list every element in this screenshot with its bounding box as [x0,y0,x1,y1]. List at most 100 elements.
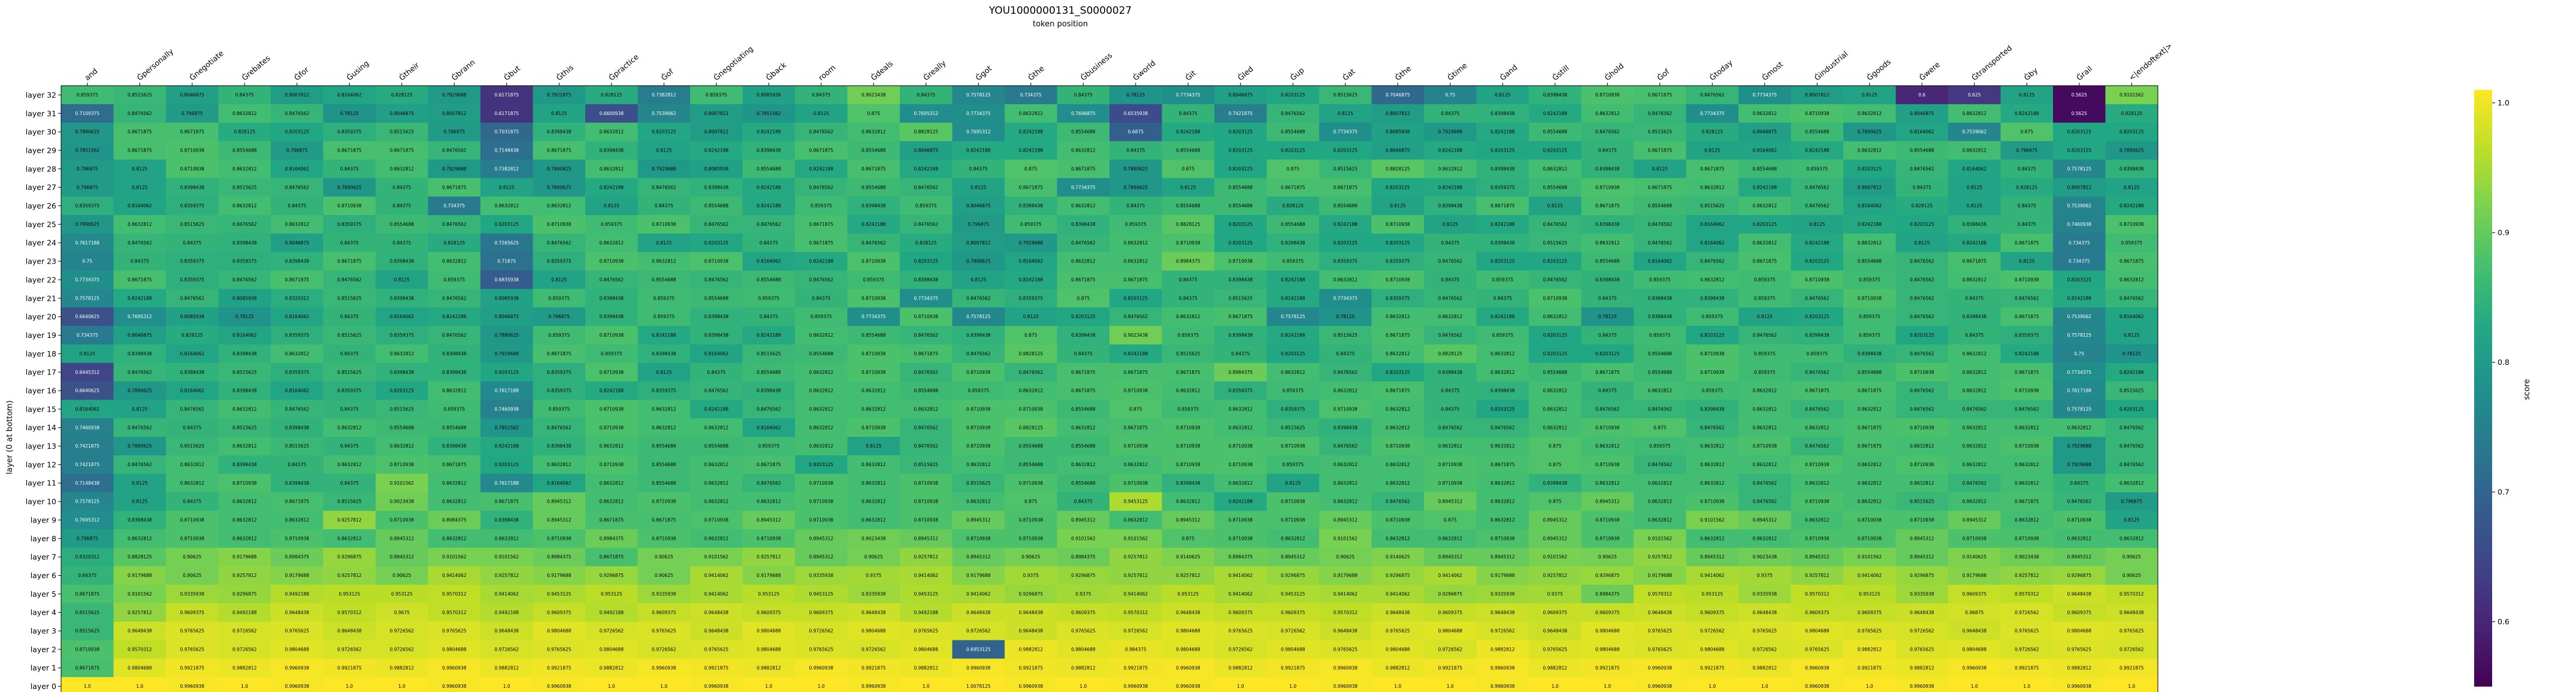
x-tick-label: Ġthe [1026,63,1046,82]
cell-value-label: 0.8203125 [1123,295,1148,301]
cell-value-label: 0.875 [1549,499,1562,504]
heatmap-cell [1791,178,1844,197]
heatmap-cell [61,141,114,160]
cell-value-label: 0.9492188 [599,610,624,615]
heatmap-cell [61,178,114,197]
cell-value-label: 0.8515625 [1228,295,1253,301]
cell-value-label: 0.859375 [77,92,98,98]
cell-value-label: 0.8710938 [285,536,309,541]
cell-value-label: 0.8203125 [1228,129,1253,135]
heatmap-cell [323,159,376,179]
heatmap-cell [1686,122,1739,142]
heatmap-cell [218,510,271,530]
heatmap-cell [218,270,271,289]
cell-value-label: 0.8710938 [1228,443,1253,449]
heatmap-cell [323,252,376,271]
x-tick-label: Ġby [2022,65,2040,83]
cell-value-label: 0.8046875 [285,240,309,246]
cell-value-label: 0.9765625 [1071,628,1096,634]
cell-value-label: 0.8632812 [1752,462,1777,467]
cell-value-label: 0.9648438 [2120,610,2144,615]
cell-value-label: 0.8125 [1180,185,1196,190]
cell-value-label: 0.8359375 [1386,295,1410,301]
cell-value-label: 0.8398438 [285,481,309,486]
cell-value-label: 0.8632812 [442,259,467,264]
cell-value-label: 0.8125 [551,277,567,283]
cell-value-label: 0.7734375 [2067,370,2091,375]
cell-value-label: 0.7890625 [494,333,519,338]
heatmap-cell [1634,307,1687,327]
cell-value-label: 0.8125 [1914,240,1930,246]
heatmap-cell [1319,214,1372,234]
cell-value-label: 0.8398438 [966,333,991,338]
cell-value-label: 0.8632812 [1700,462,1725,467]
cell-value-label: 0.8359375 [1490,185,1515,190]
cell-value-label: 0.75 [1445,92,1455,98]
cell-value-label: 0.8984375 [285,554,309,560]
cell-value-label: 0.8632812 [704,499,728,504]
cell-value-label: 0.875 [1182,166,1195,171]
cell-value-label: 0.8398438 [389,370,414,375]
heatmap-cell [1686,159,1739,179]
cell-value-label: 0.9804688 [1438,628,1462,634]
heatmap-cell [690,418,743,437]
heatmap-cell [1739,197,1792,216]
heatmap-cell [1581,455,1634,475]
cell-value-label: 0.8554688 [1595,259,1620,264]
cell-value-label: 0.9414062 [914,573,938,578]
cell-value-label: 0.8398438 [914,277,938,283]
x-tick-label: Ġtransported [1969,43,2013,83]
heatmap-cell [1476,473,1529,493]
heatmap-cell [533,510,586,530]
heatmap-cell [1686,473,1739,493]
cell-value-label: 0.7734375 [914,295,938,301]
heatmap-cell [113,197,167,216]
cell-value-label: 0.8476562 [442,333,467,338]
cell-value-label: 0.7382812 [494,166,519,171]
heatmap-cell [637,214,691,234]
heatmap-cell [1266,473,1320,493]
heatmap-cell [2053,455,2106,475]
heatmap-cell [1529,473,1582,493]
cell-value-label: 0.8242188 [2120,370,2144,375]
cell-value-label: 0.8554688 [1857,259,1882,264]
cell-value-label: 0.7421875 [1228,111,1253,116]
heatmap-cell [376,197,429,216]
heatmap-cell [218,307,271,327]
heatmap-cell [533,104,586,123]
cell-value-label: 0.9609375 [547,610,572,615]
heatmap-cell [1109,381,1163,401]
heatmap-cell [952,270,1005,289]
cell-value-label: 0.8632812 [1543,406,1567,412]
cell-value-label: 0.828125 [1911,203,1933,208]
cell-value-label: 0.8945312 [1333,518,1357,523]
cell-value-label: 0.796875 [967,222,989,227]
cell-value-label: 0.8476562 [1438,425,1462,430]
cell-value-label: 0.8515625 [1910,499,1934,504]
heatmap-cell [323,400,376,419]
cell-value-label: 0.8398438 [1962,222,1987,227]
y-tick-label: layer 6 [31,571,56,580]
cell-value-label: 0.9609375 [1857,610,1882,615]
heatmap-cell [795,437,848,456]
cell-value-label: 0.8242188 [2120,203,2144,208]
heatmap-cell [218,178,271,197]
cell-value-label: 0.8554688 [861,185,886,190]
heatmap-cell [1005,252,1058,271]
cell-value-label: 0.8632812 [1752,425,1777,430]
heatmap-cell [61,400,114,419]
cell-value-label: 0.859375 [1282,462,1304,467]
heatmap-cell [1581,159,1634,179]
cell-value-label: 0.8710938 [1595,536,1620,541]
cell-value-label: 0.9765625 [1228,628,1253,634]
heatmap-cell [428,381,481,401]
heatmap-cell [1214,492,1268,512]
heatmap-cell [1529,381,1582,401]
cell-value-label: 0.8632812 [704,536,728,541]
heatmap-cell [1424,159,1477,179]
cell-value-label: 0.8632812 [1386,481,1410,486]
heatmap-cell [1581,270,1634,289]
cell-value-label: 0.84375 [340,481,359,486]
cell-value-label: 0.859375 [548,295,570,301]
